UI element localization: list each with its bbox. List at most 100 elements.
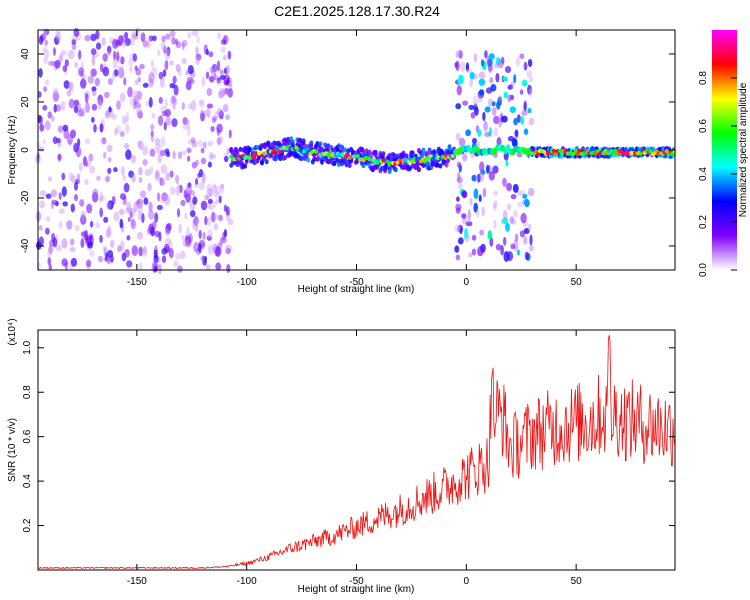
spectrogram-cell	[102, 66, 110, 77]
spectrogram-cell	[200, 254, 206, 263]
spectrogram-cell	[100, 195, 105, 202]
spectrogram-cell	[169, 83, 176, 89]
spectrogram-cell	[509, 106, 516, 113]
spectrogram-cell	[512, 183, 519, 193]
spectrogram-cell	[484, 106, 491, 113]
spectrogram-cell	[85, 102, 90, 113]
spectrogram-cell	[124, 31, 129, 39]
spectrogram-cell	[213, 222, 219, 231]
spectrogram-cell	[493, 115, 500, 125]
spectrogram-cell	[516, 249, 521, 256]
spectrogram-cell	[91, 86, 97, 92]
spectrogram-cell	[444, 162, 449, 168]
spectrogram-cell	[217, 137, 221, 146]
spectrogram-cell	[164, 98, 168, 109]
spectrogram-cell	[502, 76, 508, 82]
spectrogram-cell	[107, 167, 112, 175]
spectrogram-cell	[154, 230, 160, 238]
spectrogram-cell	[387, 152, 392, 158]
spectrogram-cell	[68, 82, 73, 91]
spectrogram-cell	[108, 106, 112, 113]
spectrogram-cell	[471, 234, 477, 241]
spectrogram-cell	[140, 190, 146, 199]
spectrogram-cell	[207, 198, 213, 204]
spectrogram-cell	[200, 200, 208, 211]
spectrogram-cell	[136, 199, 141, 206]
spectrogram-cell	[201, 76, 205, 87]
spectrogram-cell	[243, 163, 248, 169]
spectrogram-cell	[491, 101, 496, 107]
spectrogram-cell	[196, 35, 200, 44]
spectrogram-cell	[69, 246, 76, 253]
spectrogram-cell	[485, 164, 490, 174]
y-tick-label: 0.4	[22, 474, 33, 488]
spectrogram-cell	[195, 56, 201, 66]
spectrogram-cell	[163, 45, 167, 54]
spectrogram-cell	[84, 178, 89, 186]
spectrogram-cell	[527, 59, 533, 67]
x-tick-label: 0	[464, 277, 470, 288]
spectrogram-cell	[513, 210, 518, 218]
spectrogram-cell	[456, 176, 463, 184]
spectrogram-cell	[522, 193, 528, 199]
spectrogram-cell	[142, 40, 149, 48]
spectrogram-cell	[90, 68, 97, 77]
spectrogram-cell	[148, 201, 153, 212]
spectrogram-cell	[42, 47, 47, 53]
spectrogram-cell	[120, 56, 125, 65]
spectrogram-cell	[165, 116, 171, 126]
spectrogram-cell	[502, 217, 509, 225]
spectrogram-cell	[273, 156, 278, 162]
spectrogram-cell	[59, 52, 64, 62]
spectrogram-cell	[510, 80, 515, 90]
spectrogram-panel: -150 -100 -50 0 50 -40 -20 0 20 40 Height of str…	[7, 26, 677, 295]
spectrogram-cell	[182, 124, 189, 130]
spectrogram-cell	[119, 208, 126, 215]
spectrogram-cell	[263, 144, 268, 150]
spectrogram-cell	[87, 241, 93, 249]
spectrogram-cell	[149, 148, 156, 157]
spectrogram-cell	[458, 137, 466, 148]
spectrogram-cell	[427, 149, 432, 156]
spectrogram-cell	[129, 35, 135, 47]
spectrogram-cell	[50, 115, 55, 122]
spectrogram-cell	[447, 144, 452, 150]
spectrogram-cell	[165, 151, 171, 158]
spectrogram-cell	[78, 67, 85, 77]
spectrogram-cell	[208, 204, 214, 211]
spectrogram-cell	[454, 245, 460, 253]
spectrogram-cell	[113, 69, 119, 77]
spectrogram-cell	[213, 201, 217, 209]
spectrogram-cell	[192, 196, 198, 205]
spectrogram-cell	[127, 86, 133, 98]
spectrogram-x-axis: -150 -100 -50 0 50	[127, 30, 582, 288]
spectrogram-cell	[219, 237, 224, 246]
spectrogram-cell	[369, 152, 374, 158]
spectrogram-cell	[213, 191, 220, 199]
spectrogram-cell	[56, 31, 62, 42]
spectrogram-cell	[155, 169, 160, 180]
spectrogram-cell	[207, 228, 213, 239]
spectrogram-cell	[144, 169, 151, 177]
spectrogram-cell	[515, 233, 519, 242]
spectrogram-cell	[154, 138, 161, 146]
spectrogram-cell	[104, 91, 110, 99]
spectrogram-cell	[154, 172, 161, 182]
spectrogram-cell	[182, 239, 188, 247]
spectrogram-cell	[456, 85, 462, 96]
spectrogram-cell	[438, 163, 443, 169]
spectrogram-cell	[272, 140, 277, 146]
x-tick-label: -50	[349, 277, 364, 288]
spectrogram-cell	[517, 201, 524, 208]
spectrogram-cell	[124, 248, 130, 258]
spectrogram-cell	[83, 229, 89, 241]
spectrogram-cell	[38, 35, 44, 45]
spectrogram-cell	[138, 177, 143, 183]
spectrogram-cell	[222, 55, 227, 61]
spectrogram-cell	[200, 109, 204, 120]
spectrogram-cell	[86, 203, 93, 214]
spectrogram-cell	[132, 94, 137, 103]
spectrogram-cell	[107, 50, 111, 56]
spectrogram-cell	[107, 78, 113, 85]
spectrogram-cell	[166, 222, 172, 231]
